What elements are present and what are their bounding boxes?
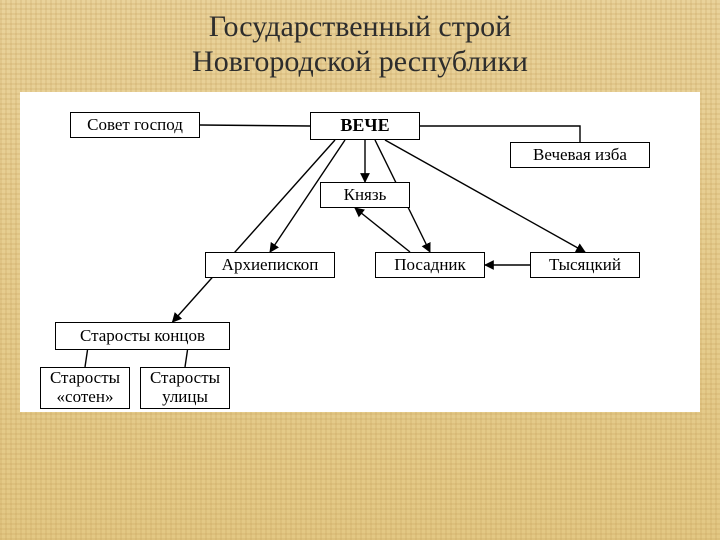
node-veche: ВЕЧЕ xyxy=(310,112,420,140)
node-sovet: Совет господ xyxy=(70,112,200,138)
edge-koncy-ulicy xyxy=(185,350,188,367)
edge-sovet-veche xyxy=(200,125,310,126)
edge-veche-izba xyxy=(420,126,580,142)
node-posadnik: Посадник xyxy=(375,252,485,278)
page-title: Государственный строй Новгородской респу… xyxy=(0,10,720,79)
node-izba: Вечевая изба xyxy=(510,142,650,168)
node-koncy: Старосты концов xyxy=(55,322,230,350)
node-ulicy: Старосты улицы xyxy=(140,367,230,409)
node-arhiep: Архиепископ xyxy=(205,252,335,278)
edge-koncy-soten xyxy=(85,350,88,367)
edge-posadnik-knyaz xyxy=(355,208,410,252)
edge-veche-koncy xyxy=(173,140,336,322)
diagram-area: Совет господ ВЕЧЕ Вечевая изба Князь Архиепи… xyxy=(20,92,700,412)
node-soten: Старосты «сотен» xyxy=(40,367,130,409)
node-knyaz: Князь xyxy=(320,182,410,208)
node-tysyatsky: Тысяцкий xyxy=(530,252,640,278)
